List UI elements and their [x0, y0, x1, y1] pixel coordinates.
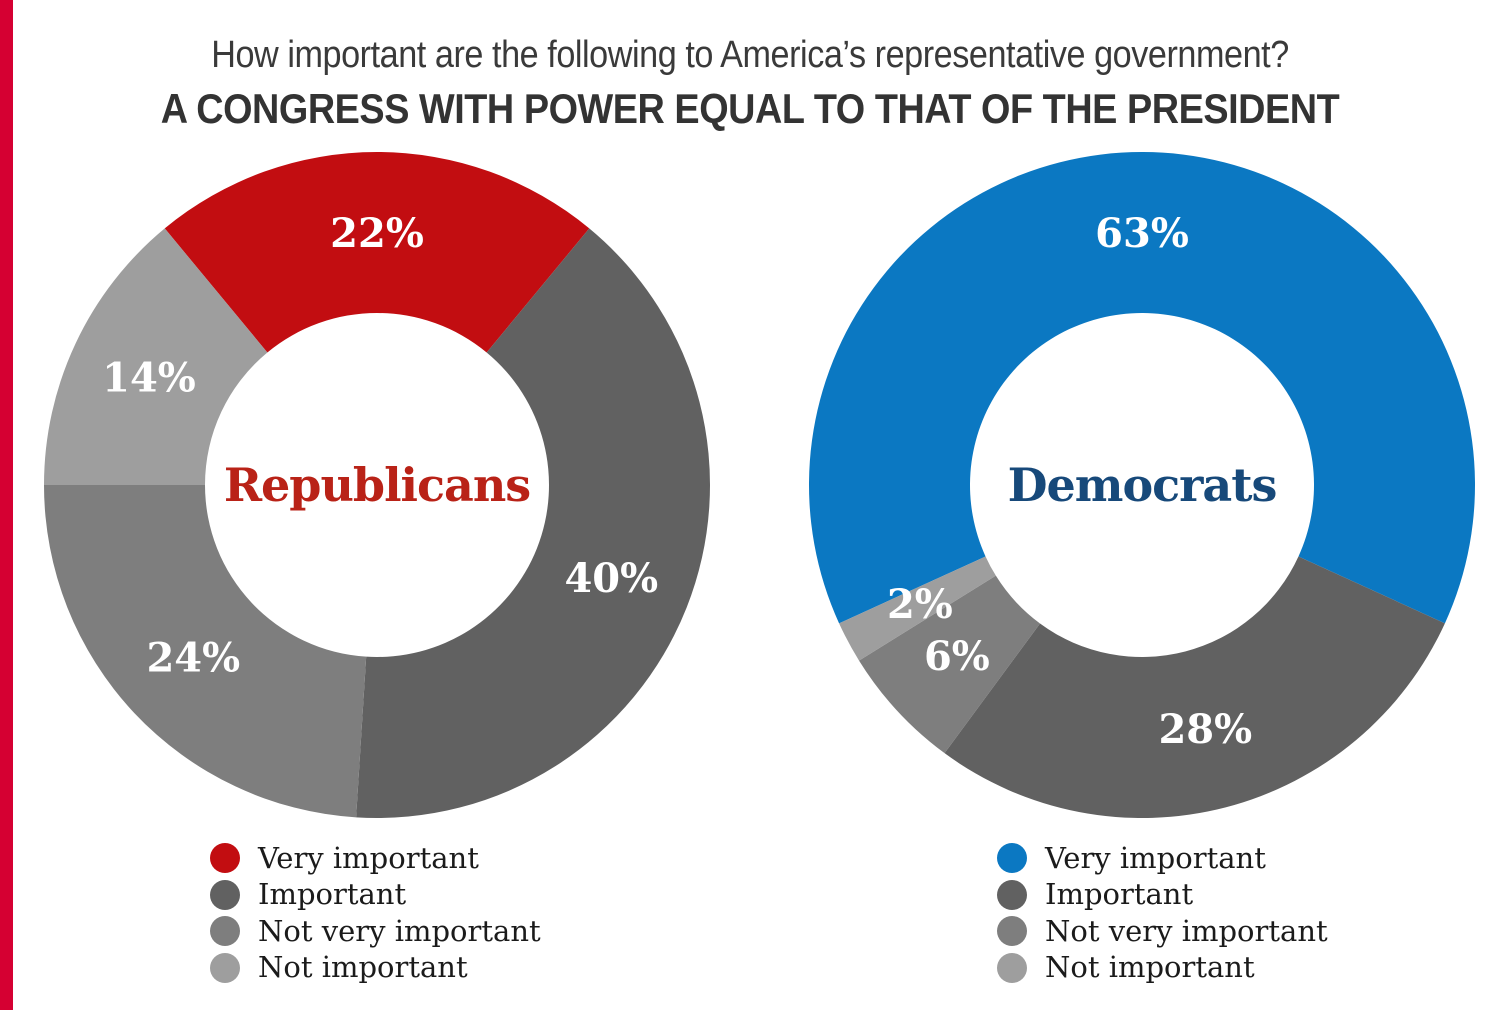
legend-label: Not important — [1045, 950, 1255, 985]
topic-subtitle: A CONGRESS WITH POWER EQUAL TO THAT OF T… — [160, 85, 1340, 132]
donut-chart-republicans: 22% 40% 24% 14% Republicans — [37, 145, 717, 825]
legend-dot-not-important — [210, 952, 240, 983]
legend-dot-very-important — [997, 843, 1027, 874]
legend-dot-not-important — [997, 952, 1027, 983]
donut-svg-republicans: 22% 40% 24% 14% Republicans — [44, 151, 710, 818]
legend-label: Not important — [258, 950, 468, 985]
legend-democrats: Very important Important Not very import… — [997, 840, 1417, 986]
donut-segment-not-very-important — [859, 575, 1041, 754]
donut-segment-not-important — [44, 228, 268, 485]
legend-label: Very important — [258, 840, 479, 875]
legend-dot-not-very-important — [997, 916, 1027, 947]
legend-dot-very-important — [210, 843, 240, 874]
donut-svg-democrats: 63% 28% 6% 2% Democrats — [809, 152, 1475, 818]
legend-item-not-very-important: Not very important — [997, 913, 1417, 950]
segment-value-label: 40% — [564, 555, 658, 602]
legend-item-not-important: Not important — [210, 950, 630, 987]
legend-label: Very important — [1045, 840, 1266, 875]
donut-center-label: Republicans — [224, 458, 530, 512]
donut-segments: 63% 28% 6% 2% — [809, 152, 1475, 818]
legend-dot-important — [210, 879, 240, 910]
legend-item-important: Important — [210, 877, 630, 914]
donut-segment-very-important — [809, 152, 1475, 624]
legend-item-very-important: Very important — [997, 840, 1417, 877]
legend-dot-important — [997, 879, 1027, 910]
donut-segment-very-important — [164, 151, 590, 353]
segment-value-label: 63% — [1095, 210, 1189, 257]
donut-segments: 22% 40% 24% 14% — [44, 151, 710, 818]
donut-segment-not-very-important — [44, 485, 367, 818]
legend-item-not-very-important: Not very important — [210, 913, 630, 950]
legend-republicans: Very important Important Not very import… — [210, 840, 630, 986]
donut-chart-democrats: 63% 28% 6% 2% Democrats — [802, 145, 1482, 825]
legend-label: Important — [258, 877, 407, 912]
segment-value-label: 6% — [924, 633, 990, 680]
legend-item-important: Important — [997, 877, 1417, 914]
left-accent-stripe — [0, 0, 13, 1010]
segment-value-label: 22% — [330, 210, 424, 257]
donut-center-label: Democrats — [1008, 458, 1277, 512]
segment-value-label: 24% — [146, 635, 240, 682]
chart-header: How important are the following to Ameri… — [75, 0, 1425, 133]
legend-item-very-important: Very important — [210, 840, 630, 877]
legend-label: Not very important — [1045, 913, 1328, 948]
legend-item-not-important: Not important — [997, 950, 1417, 987]
legend-label: Important — [1045, 877, 1194, 912]
question-title: How important are the following to Ameri… — [211, 34, 1289, 76]
donut-segment-important — [944, 556, 1445, 818]
segment-value-label: 14% — [102, 355, 196, 402]
donut-segment-important — [356, 228, 710, 818]
segment-value-label: 2% — [887, 581, 953, 628]
legend-label: Not very important — [258, 913, 541, 948]
segment-value-label: 28% — [1158, 706, 1252, 753]
donut-segment-not-important — [839, 556, 996, 661]
legend-dot-not-very-important — [210, 916, 240, 947]
